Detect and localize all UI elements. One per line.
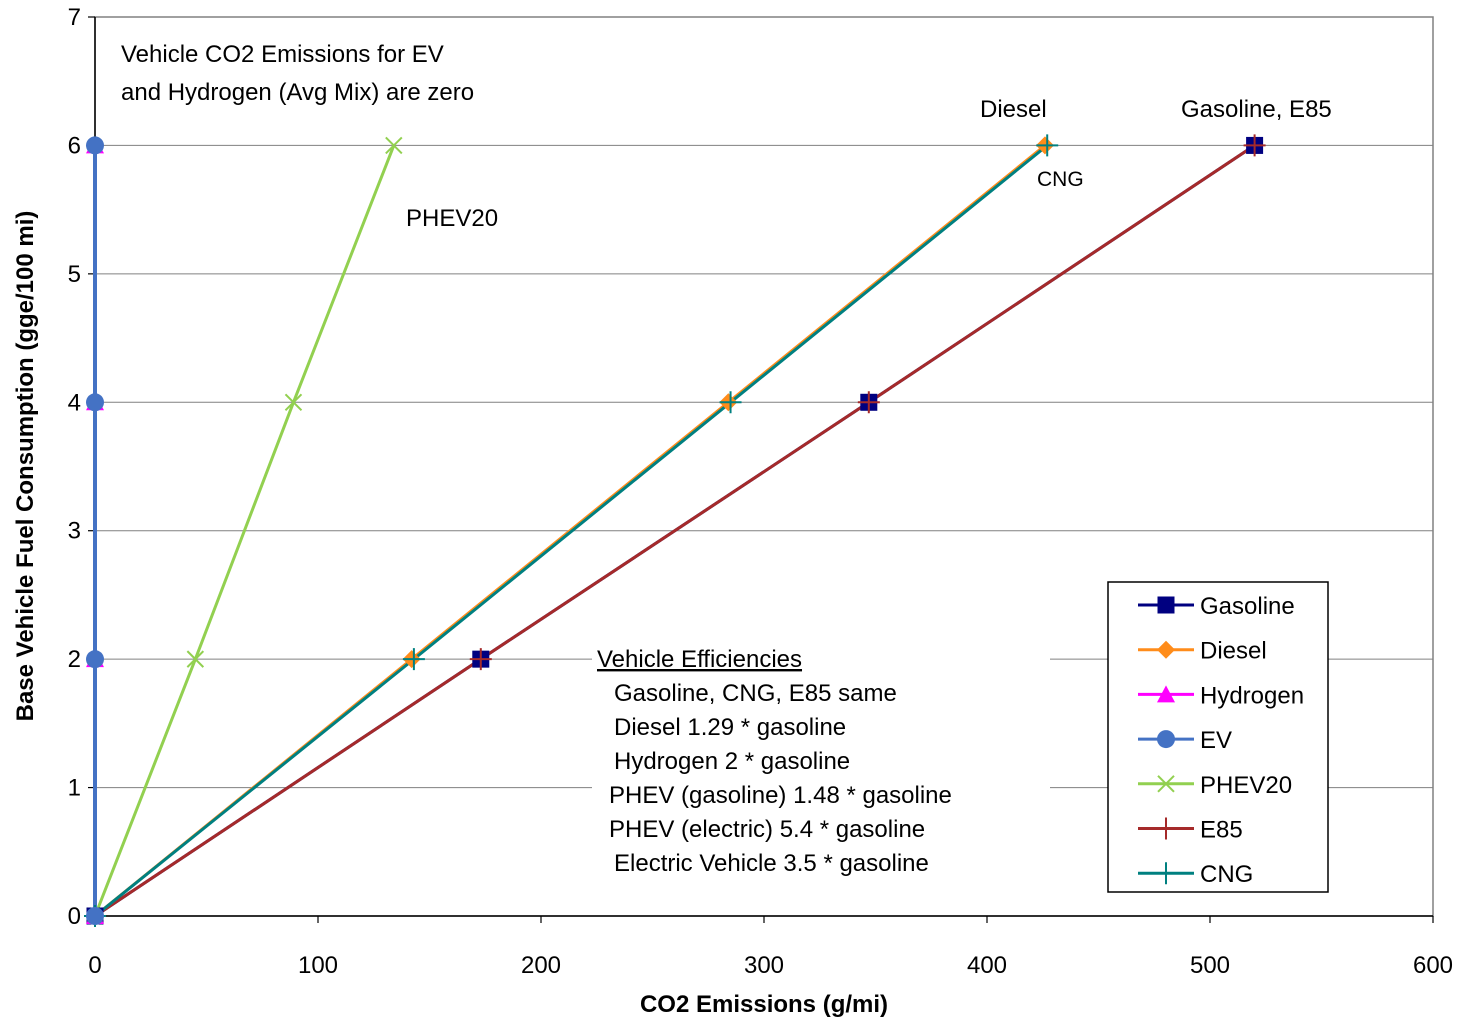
x-tick-label: 600 (1413, 952, 1453, 979)
series-line-e85 (94, 144, 1256, 918)
zero-emissions-note-line-2: and Hydrogen (Avg Mix) are zero (121, 79, 474, 106)
y-tick-label: 5 (68, 261, 81, 288)
legend-label-diesel: Diesel (1200, 638, 1267, 665)
legend-label-ev: EV (1200, 727, 1232, 754)
x-axis-title: CO2 Emissions (g/mi) (640, 991, 888, 1018)
legend-label-cng: CNG (1200, 861, 1253, 888)
legend-label-gasoline: Gasoline (1200, 593, 1295, 620)
x-tick-label: 400 (967, 952, 1007, 979)
legend-marker-e85 (1155, 817, 1177, 840)
diesel-label: Diesel (980, 96, 1047, 123)
legend-marker-diesel (1157, 640, 1175, 659)
series-layer (93, 144, 1256, 918)
series-line-cng (94, 144, 1049, 918)
efficiency-note-line: Gasoline, CNG, E85 same (614, 680, 897, 707)
point-cng (719, 391, 742, 414)
efficiency-note-line: Diesel 1.29 * gasoline (614, 714, 846, 741)
x-tick-label: 0 (88, 952, 101, 979)
point-phev20 (385, 136, 403, 155)
x-tick-label: 500 (1190, 952, 1230, 979)
point-cng (402, 648, 425, 671)
y-tick-label: 6 (68, 132, 81, 159)
axis-ticks: 0 1 2 3 4 5 6 7 0 100 200 300 400 500 600 (68, 4, 1453, 979)
x-tick-label: 300 (744, 952, 784, 979)
efficiency-note-box (592, 644, 1050, 884)
y-tick-label: 1 (68, 775, 81, 802)
legend-marker-phev20 (1157, 775, 1175, 793)
cng-label: CNG (1037, 168, 1084, 191)
zero-emissions-note-line-1: Vehicle CO2 Emissions for EV (121, 41, 444, 68)
legend-box (1107, 581, 1329, 893)
x-tick-label: 200 (521, 952, 561, 979)
marker-layer (84, 134, 1266, 927)
efficiency-note-line: PHEV (gasoline) 1.48 * gasoline (609, 782, 952, 809)
point-ev (86, 393, 104, 412)
y-tick-label: 2 (68, 646, 81, 673)
legend-marker-gasoline (1157, 596, 1175, 614)
efficiency-note-line: Hydrogen 2 * gasoline (614, 748, 850, 775)
x-tick-label: 100 (298, 952, 338, 979)
point-ev (86, 650, 104, 669)
point-phev20 (284, 393, 303, 411)
y-tick-label: 7 (68, 4, 81, 31)
legend-marker-hydrogen (1157, 685, 1175, 703)
point-cng (1036, 134, 1059, 157)
y-tick-label: 3 (68, 518, 81, 545)
legend: Gasoline Diesel Hydrogen EV PHEV20 E85 CNG (1107, 581, 1329, 893)
phev20-label: PHEV20 (406, 205, 498, 232)
y-tick-label: 0 (68, 903, 81, 930)
legend-label-e85: E85 (1200, 817, 1243, 844)
efficiency-note-heading: Vehicle Efficiencies (597, 646, 802, 673)
point-ev (86, 907, 104, 925)
point-e85 (857, 391, 880, 414)
y-tick-label: 4 (68, 389, 81, 416)
legend-label-phev20: PHEV20 (1200, 772, 1292, 799)
point-phev20 (186, 650, 205, 668)
point-e85 (1243, 134, 1266, 157)
legend-label-hydrogen: Hydrogen (1200, 682, 1304, 709)
series-line-phev20 (93, 144, 396, 917)
y-axis-title: Base Vehicle Fuel Consumption (gge/100 m… (12, 211, 39, 722)
point-e85 (469, 648, 492, 671)
gasoline-e85-label: Gasoline, E85 (1181, 96, 1332, 123)
legend-marker-ev (1157, 730, 1175, 749)
efficiency-note-line: Electric Vehicle 3.5 * gasoline (614, 850, 929, 877)
point-ev (86, 136, 104, 155)
efficiency-note-line: PHEV (electric) 5.4 * gasoline (609, 816, 925, 843)
legend-marker-cng (1155, 862, 1177, 885)
